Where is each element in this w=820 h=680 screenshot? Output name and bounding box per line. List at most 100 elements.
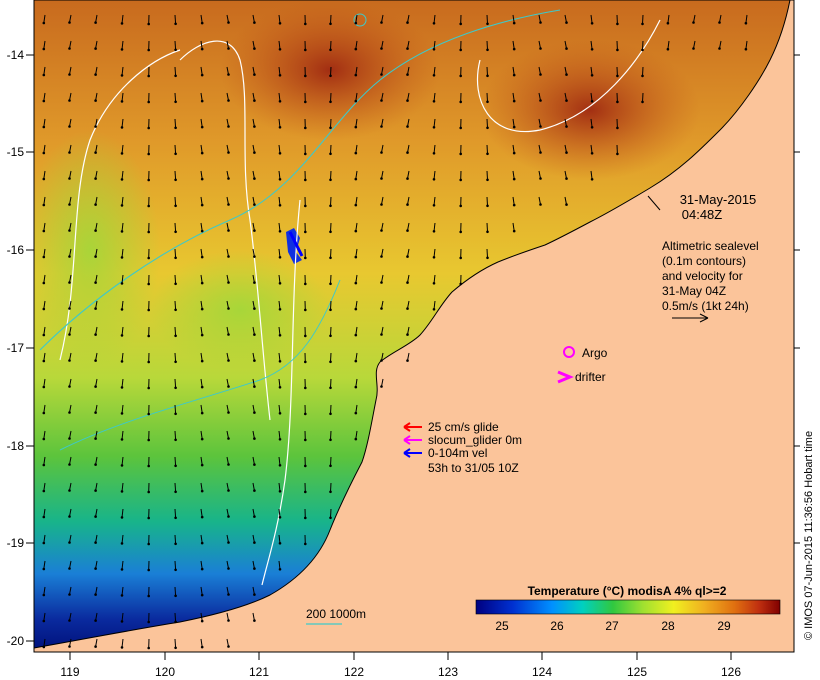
velocity-vector (121, 404, 124, 414)
velocity-vector-head (120, 490, 124, 493)
velocity-vector (278, 170, 281, 180)
velocity-vector-head (94, 177, 97, 180)
velocity-vector-head (120, 152, 124, 155)
date-pointer (647, 195, 661, 211)
velocity-vector-head (68, 385, 71, 388)
velocity-vector-head (174, 334, 177, 338)
velocity-vector-head (147, 594, 150, 598)
velocity-vector (355, 144, 358, 154)
velocity-vector-head (253, 21, 256, 24)
velocity-vector (43, 40, 46, 50)
velocity-vector (486, 248, 488, 258)
velocity-vector (43, 482, 46, 492)
velocity-vector-head (304, 230, 307, 234)
velocity-vector (174, 534, 177, 544)
velocity-vector-head (406, 99, 409, 102)
velocity-vector-head (120, 230, 124, 233)
velocity-vector-head (200, 515, 204, 519)
altimetry-label: Altimetric sealevel (662, 239, 759, 253)
velocity-vector (355, 222, 358, 232)
velocity-vectors (42, 14, 748, 650)
velocity-vector (330, 14, 332, 24)
velocity-vector-head (692, 21, 695, 24)
velocity-vector (512, 170, 515, 180)
velocity-vector-head (227, 21, 230, 24)
velocity-vector-head (68, 437, 71, 440)
velocity-vector-head (459, 22, 463, 26)
velocity-vector (121, 300, 124, 310)
velocity-vector-head (200, 489, 204, 493)
velocity-vector (121, 118, 124, 128)
velocity-vector-head (200, 385, 204, 389)
velocity-vector (174, 586, 177, 596)
velocity-vector-head (174, 256, 177, 260)
velocity-vector-head (68, 21, 71, 24)
velocity-vector-head (641, 48, 644, 52)
velocity-vector-head (120, 360, 124, 363)
velocity-vector-head (94, 255, 97, 258)
velocity-vector-head (486, 204, 489, 208)
velocity-vector (433, 300, 436, 310)
velocity-vector-head (486, 100, 489, 104)
velocity-vector (278, 534, 281, 544)
velocity-vector-head (304, 308, 307, 312)
velocity-vector-head (432, 126, 436, 129)
velocity-vector-head (94, 125, 97, 128)
velocity-vector-head (200, 619, 204, 623)
velocity-vector-head (512, 99, 516, 103)
velocity-vector-head (120, 22, 124, 25)
velocity-vector-head (68, 177, 71, 180)
velocity-vector (174, 508, 177, 518)
velocity-vector-head (120, 646, 124, 649)
velocity-vector-head (147, 74, 150, 78)
velocity-vector-head (459, 282, 463, 286)
velocity-vector-head (68, 125, 71, 128)
velocity-vector (174, 456, 177, 466)
velocity-vector (330, 274, 332, 284)
velocity-vector-head (147, 542, 150, 546)
velocity-vector (590, 118, 593, 128)
velocity-vector (355, 118, 358, 128)
velocity-vector-head (94, 99, 97, 102)
velocity-vector-head (329, 230, 332, 234)
velocity-vector (43, 144, 46, 154)
velocity-vector-head (227, 489, 230, 492)
velocity-vector (174, 222, 177, 232)
velocity-vector (330, 430, 332, 440)
velocity-vector-head (666, 47, 670, 51)
velocity-vector-head (253, 619, 256, 622)
velocity-vector-head (329, 126, 332, 130)
velocity-vector (278, 456, 281, 466)
velocity-vector-head (200, 307, 204, 311)
altimetry-label: 31-May 04Z (662, 284, 726, 298)
velocity-vector-head (227, 463, 230, 466)
velocity-vector-head (329, 22, 332, 26)
sealevel-contour (261, 199, 301, 586)
velocity-vector-head (406, 177, 409, 180)
velocity-vector-head (486, 22, 489, 26)
legend-vel: 0-104m vel (403, 446, 487, 460)
velocity-vector (330, 144, 332, 154)
velocity-vector-head (147, 308, 150, 312)
velocity-vector (43, 638, 46, 648)
sealevel-contour (476, 19, 661, 133)
velocity-vector-head (744, 47, 748, 51)
velocity-vector-head (68, 281, 71, 284)
velocity-vector (278, 14, 281, 24)
velocity-vector-head (304, 360, 307, 364)
velocity-vector-head (406, 333, 409, 336)
legend-vel-label: 0-104m vel (428, 446, 487, 460)
velocity-vector-head (174, 542, 177, 546)
velocity-vector-head (565, 203, 568, 206)
velocity-vector (174, 638, 177, 648)
velocity-vector-head (200, 47, 204, 51)
velocity-vector-head (253, 47, 256, 50)
velocity-vector (512, 40, 515, 50)
velocity-vector (43, 378, 46, 388)
velocity-vector (121, 378, 124, 388)
x-tick-label: 121 (249, 665, 269, 679)
velocity-vector-head (432, 152, 436, 155)
velocity-vector (43, 430, 46, 440)
velocity-vector (745, 40, 748, 50)
velocity-vector-head (200, 125, 204, 129)
